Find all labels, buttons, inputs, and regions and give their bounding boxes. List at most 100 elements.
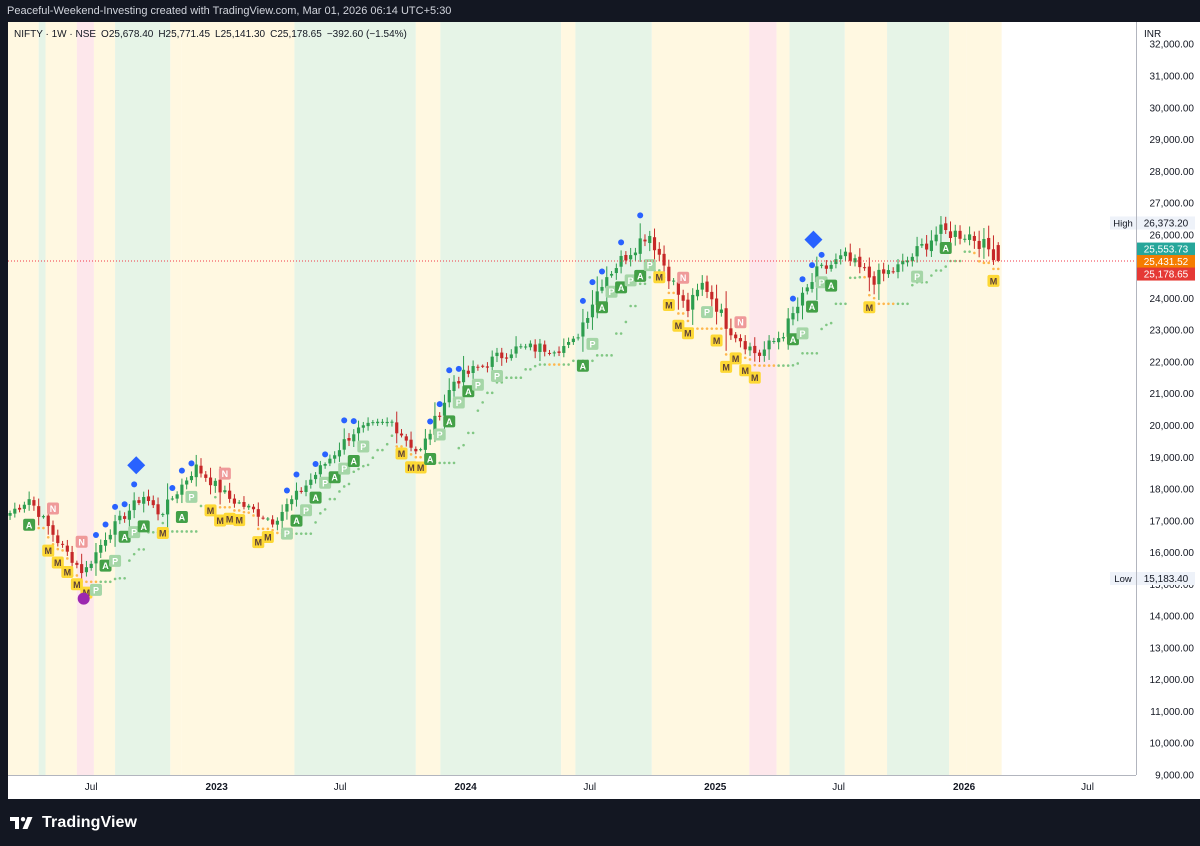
candle[interactable] <box>466 365 470 378</box>
candle[interactable] <box>538 338 542 362</box>
candle[interactable] <box>533 339 537 359</box>
candle[interactable] <box>686 292 690 318</box>
candle[interactable] <box>280 504 284 532</box>
candle[interactable] <box>471 360 475 379</box>
candle[interactable] <box>175 491 179 504</box>
candle[interactable] <box>323 462 327 469</box>
candle[interactable] <box>619 250 623 274</box>
candle[interactable] <box>118 510 122 525</box>
candle[interactable] <box>290 495 294 511</box>
candle[interactable] <box>643 234 647 247</box>
price-label[interactable]: 25,431.52 <box>1137 255 1195 269</box>
candle[interactable] <box>972 231 976 249</box>
candle[interactable] <box>376 418 380 426</box>
candle[interactable] <box>714 284 719 325</box>
candle[interactable] <box>333 451 337 464</box>
candle[interactable] <box>519 343 523 349</box>
candle[interactable] <box>691 288 695 325</box>
candle[interactable] <box>877 263 881 300</box>
candle[interactable] <box>552 350 556 357</box>
candle[interactable] <box>361 421 365 433</box>
candle[interactable] <box>495 347 499 363</box>
candle[interactable] <box>667 259 671 290</box>
candle[interactable] <box>738 334 743 348</box>
candle[interactable] <box>915 236 919 263</box>
candle[interactable] <box>75 560 79 569</box>
candle[interactable] <box>886 264 891 278</box>
candle[interactable] <box>242 496 246 510</box>
candle[interactable] <box>223 485 227 494</box>
candle[interactable] <box>777 331 781 350</box>
candle[interactable] <box>65 539 69 556</box>
candle[interactable] <box>385 417 389 427</box>
candle[interactable] <box>213 478 217 493</box>
candle[interactable] <box>371 419 375 426</box>
candle[interactable] <box>247 503 251 510</box>
candle[interactable] <box>638 223 642 262</box>
candle[interactable] <box>848 243 852 266</box>
candle[interactable] <box>791 306 795 326</box>
candle[interactable] <box>576 333 580 341</box>
candle[interactable] <box>37 498 41 526</box>
candle[interactable] <box>419 447 423 452</box>
candle[interactable] <box>208 467 213 495</box>
candle[interactable] <box>127 503 131 530</box>
candle[interactable] <box>342 428 346 455</box>
candle[interactable] <box>982 228 986 259</box>
candle[interactable] <box>481 364 485 369</box>
candle[interactable] <box>757 349 762 363</box>
candle[interactable] <box>8 510 12 520</box>
candle[interactable] <box>228 482 232 503</box>
candle[interactable] <box>944 216 948 234</box>
candle[interactable] <box>939 216 943 247</box>
candle[interactable] <box>796 297 800 322</box>
candle[interactable] <box>428 429 432 446</box>
candle[interactable] <box>504 353 509 363</box>
candle[interactable] <box>22 501 26 513</box>
candle[interactable] <box>858 248 862 274</box>
diamond-marker[interactable] <box>804 230 823 249</box>
candle[interactable] <box>562 338 566 358</box>
candle[interactable] <box>500 347 504 366</box>
candle[interactable] <box>409 431 413 452</box>
candle[interactable] <box>781 332 786 342</box>
candle[interactable] <box>767 335 771 360</box>
candle[interactable] <box>524 343 528 350</box>
candle[interactable] <box>194 454 198 487</box>
candle[interactable] <box>901 253 905 272</box>
candle[interactable] <box>347 433 351 447</box>
candle[interactable] <box>366 417 370 431</box>
price-label[interactable]: High 26,373.20 <box>1110 216 1195 230</box>
candle[interactable] <box>41 514 46 519</box>
candle[interactable] <box>123 512 127 523</box>
candle[interactable] <box>328 454 332 467</box>
candle[interactable] <box>920 238 924 248</box>
candle[interactable] <box>447 378 451 408</box>
candle[interactable] <box>60 540 65 548</box>
candle[interactable] <box>953 224 957 246</box>
candle[interactable] <box>882 262 886 282</box>
candle[interactable] <box>180 478 184 504</box>
candle[interactable] <box>237 500 241 505</box>
candle[interactable] <box>996 242 1000 263</box>
candle[interactable] <box>991 235 996 265</box>
candle[interactable] <box>94 543 98 576</box>
candle[interactable] <box>232 494 237 508</box>
candle[interactable] <box>509 349 513 361</box>
candle[interactable] <box>161 512 165 518</box>
price-label[interactable]: Low 15,183.40 <box>1110 572 1195 586</box>
candle[interactable] <box>395 411 399 444</box>
candle[interactable] <box>629 247 633 267</box>
candle[interactable] <box>705 275 709 299</box>
candle[interactable] <box>977 230 981 258</box>
candle[interactable] <box>567 337 571 349</box>
candle[interactable] <box>571 336 575 345</box>
candle[interactable] <box>834 253 838 269</box>
candle[interactable] <box>843 247 848 262</box>
candle[interactable] <box>609 271 614 278</box>
candle[interactable] <box>910 253 914 267</box>
candle[interactable] <box>824 260 828 274</box>
candle[interactable] <box>662 245 666 274</box>
